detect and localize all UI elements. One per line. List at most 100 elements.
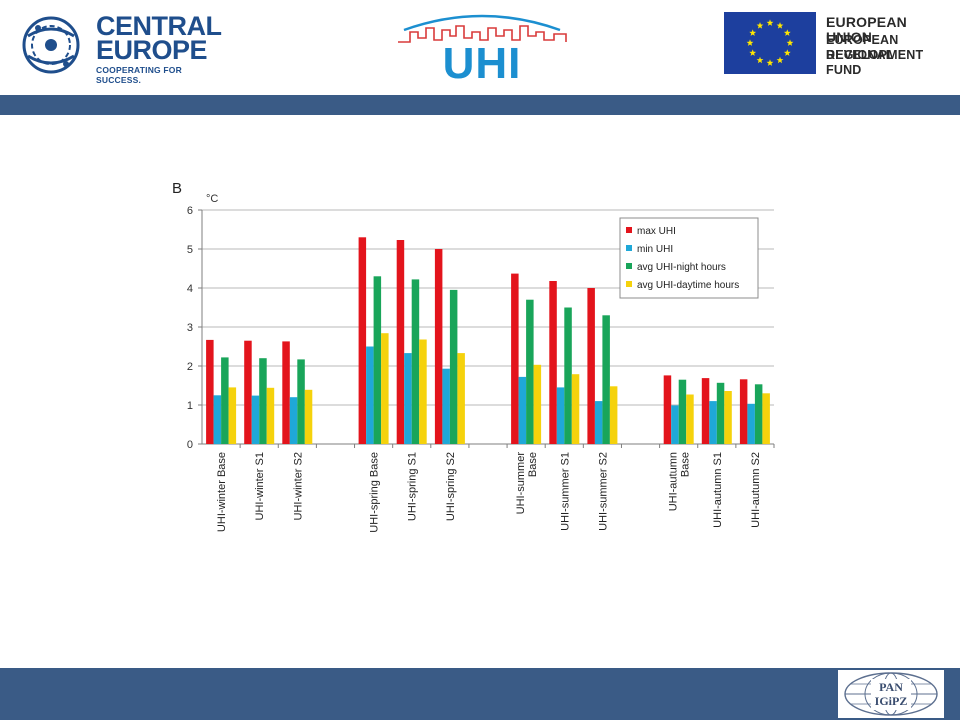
- bar-min-uhi: [556, 387, 565, 444]
- legend-swatch: [626, 227, 632, 233]
- eu-star: [776, 22, 784, 29]
- bar-avg-uhi-daytime-hours: [266, 387, 275, 444]
- bar-max-uhi: [396, 240, 405, 444]
- bar-avg-uhi-daytime-hours: [228, 387, 237, 444]
- bar-avg-uhi-daytime-hours: [686, 394, 694, 444]
- eu-stars-icon: [746, 19, 794, 66]
- eu-star: [749, 29, 757, 36]
- chart-svg: 0 1 2 3 4 5 6B °C UHI-winter Base UHI-winter S1 UH…: [172, 180, 775, 533]
- footer-band: [0, 668, 960, 720]
- bar-avg-uhi-daytime-hours: [609, 386, 618, 444]
- pan-globe-icon: PAN IGiPZ: [844, 672, 938, 716]
- x-tick-label: UHI-winter S1: [254, 452, 266, 520]
- x-tick-label: UHI-spring S2: [445, 452, 457, 521]
- header-band: [0, 95, 960, 115]
- eu-star: [756, 22, 764, 29]
- x-tick-label: UHI-summer S1: [559, 452, 571, 531]
- eu-text-line3: DEVELOPMENT FUND: [826, 48, 924, 77]
- bar-avg-uhi-night-hours: [221, 357, 229, 444]
- bar-min-uhi: [709, 401, 717, 444]
- bar-avg-uhi-night-hours: [754, 384, 763, 444]
- bar-avg-uhi-night-hours: [716, 382, 725, 444]
- bar-avg-uhi-night-hours: [449, 289, 458, 444]
- y-tick-label: 2: [187, 361, 193, 373]
- bar-max-uhi: [511, 273, 519, 444]
- bar-max-uhi: [701, 378, 710, 444]
- central-europe-title-line1: CENTRAL: [96, 11, 222, 41]
- x-tick-label: UHI-spring S1: [407, 452, 419, 521]
- legend-swatch: [626, 281, 632, 287]
- bar-avg-uhi-daytime-hours: [304, 389, 313, 444]
- eu-flag-icon: [724, 12, 816, 74]
- bar-avg-uhi-daytime-hours: [571, 374, 580, 444]
- bar-max-uhi: [549, 281, 557, 444]
- bar-avg-uhi-night-hours: [259, 358, 267, 444]
- pan-igipz-logo: PAN IGiPZ: [838, 670, 944, 718]
- eu-star: [776, 56, 784, 64]
- eu-star: [766, 19, 774, 26]
- y-tick-label: 1: [187, 400, 193, 412]
- bar-avg-uhi-night-hours: [564, 307, 572, 444]
- eu-logo: EUROPEAN UNION EUROPEAN REGIONAL DEVELOP…: [724, 12, 944, 77]
- central-europe-title-line2: EUROPE: [96, 35, 208, 65]
- bar-avg-uhi-night-hours: [602, 315, 610, 444]
- bar-avg-uhi-daytime-hours: [381, 333, 389, 444]
- eu-star: [783, 49, 791, 56]
- bar-max-uhi: [434, 249, 443, 444]
- bar-avg-uhi-daytime-hours: [724, 391, 732, 444]
- central-europe-globe-icon: [22, 16, 80, 74]
- eu-star: [746, 39, 754, 46]
- slide-header: CENTRAL EUROPE COOPERATING FOR SUCCESS. …: [0, 0, 960, 95]
- bar-avg-uhi-night-hours: [411, 279, 420, 444]
- eu-text-line1: EUROPEAN UNION: [826, 14, 907, 45]
- y-tick-label: 5: [187, 244, 193, 256]
- legend-swatch: [626, 245, 632, 251]
- bar-max-uhi: [739, 379, 748, 444]
- bar-min-uhi: [289, 397, 298, 444]
- legend-label: min UHI: [637, 244, 673, 255]
- legend-swatch: [626, 263, 632, 269]
- bar-min-uhi: [747, 403, 755, 444]
- eu-star: [756, 56, 764, 64]
- bar-avg-uhi-daytime-hours: [533, 364, 542, 444]
- legend-label: avg UHI-daytime hours: [637, 280, 739, 291]
- bar-avg-uhi-daytime-hours: [457, 353, 465, 444]
- bar-avg-uhi-night-hours: [526, 299, 534, 444]
- eu-star: [749, 49, 757, 56]
- x-tick-label: UHI-autumn S2: [750, 452, 762, 528]
- x-tick-label: Base: [527, 452, 539, 477]
- bar-min-uhi: [594, 401, 603, 444]
- bar-avg-uhi-night-hours: [678, 379, 687, 444]
- uhi-logo-text: UHI: [442, 39, 522, 88]
- igipz-text: IGiPZ: [875, 694, 908, 708]
- pan-text: PAN: [879, 680, 903, 694]
- y-tick-label: 4: [187, 283, 193, 295]
- bar-avg-uhi-daytime-hours: [419, 339, 427, 444]
- bar-min-uhi: [404, 353, 412, 444]
- panel-label: B: [172, 180, 182, 197]
- y-tick-label: 6: [187, 205, 193, 217]
- bar-max-uhi: [244, 340, 252, 444]
- bar-min-uhi: [251, 395, 260, 444]
- y-tick-label: 3: [187, 322, 193, 334]
- bar-min-uhi: [442, 368, 450, 444]
- x-tick-label: UHI-spring Base: [369, 452, 381, 533]
- x-tick-label: UHI-autumn S1: [712, 452, 724, 528]
- bar-max-uhi: [663, 375, 672, 444]
- eu-star: [766, 59, 774, 66]
- x-tick-label: UHI-autumn: [668, 452, 680, 511]
- eu-star: [783, 29, 791, 36]
- bar-max-uhi: [206, 339, 214, 444]
- unit-label: °C: [206, 193, 218, 205]
- bar-avg-uhi-daytime-hours: [762, 393, 770, 444]
- eu-star: [786, 39, 794, 46]
- central-europe-logo: CENTRAL EUROPE COOPERATING FOR SUCCESS.: [20, 11, 225, 85]
- eu-text-line2: EUROPEAN REGIONAL: [826, 33, 899, 62]
- bar-min-uhi: [213, 395, 222, 445]
- bar-min-uhi: [671, 405, 679, 444]
- bar-max-uhi: [282, 341, 290, 444]
- x-tick-label: UHI-winter S2: [292, 452, 304, 520]
- x-tick-label: UHI-summer: [515, 452, 527, 515]
- uhi-bar-chart: 0 1 2 3 4 5 6 B °C UHI-winter Base UHI-winter S1 UH…: [160, 175, 800, 575]
- x-tick-label: UHI-winter Base: [216, 452, 228, 532]
